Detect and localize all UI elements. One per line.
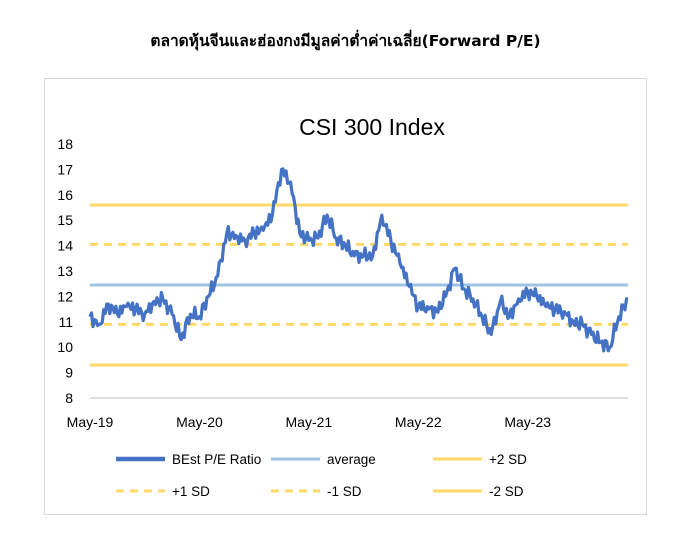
- legend: BEst P/E Ratio average +2 SD +1 SD -1 SD -2 S…: [116, 452, 527, 499]
- legend-label: average: [327, 452, 376, 467]
- series-layer: [88, 167, 629, 353]
- chart-frame: [44, 78, 647, 515]
- x-tick-label: May-23: [504, 414, 551, 430]
- y-tick-label: 15: [57, 212, 73, 228]
- y-tick-label: 8: [65, 390, 73, 406]
- series-line-best-pe: [88, 167, 629, 353]
- y-tick-label: 13: [57, 263, 73, 279]
- legend-label: -2 SD: [489, 484, 524, 499]
- y-tick-label: 10: [57, 339, 73, 355]
- legend-label: -1 SD: [327, 484, 362, 499]
- legend-label: +1 SD: [172, 484, 210, 499]
- reference-lines: [90, 203, 628, 367]
- y-tick-label: 17: [57, 161, 73, 177]
- y-tick-label: 11: [58, 314, 73, 330]
- legend-label: +2 SD: [489, 452, 527, 467]
- y-axis-ticks: 8 9 10 11 12 13 14 15 16 17 18: [57, 136, 73, 406]
- chart-title: CSI 300 Index: [299, 114, 445, 140]
- x-tick-label: May-20: [176, 414, 223, 430]
- x-tick-label: May-22: [395, 414, 442, 430]
- legend-label: BEst P/E Ratio: [172, 452, 261, 467]
- y-tick-label: 12: [57, 288, 73, 304]
- x-tick-label: May-21: [286, 414, 333, 430]
- y-tick-label: 18: [57, 136, 73, 152]
- x-axis-ticks: May-19 May-20 May-21 May-22 May-23: [67, 414, 552, 430]
- y-tick-label: 9: [65, 365, 73, 381]
- x-tick-label: May-19: [67, 414, 114, 430]
- page-title: ตลาดหุ้นจีนและฮ่องกงมีมูลค่าต่ำค่าเฉลี่ย…: [150, 32, 541, 50]
- y-tick-label: 16: [57, 187, 73, 203]
- y-tick-label: 14: [57, 238, 73, 254]
